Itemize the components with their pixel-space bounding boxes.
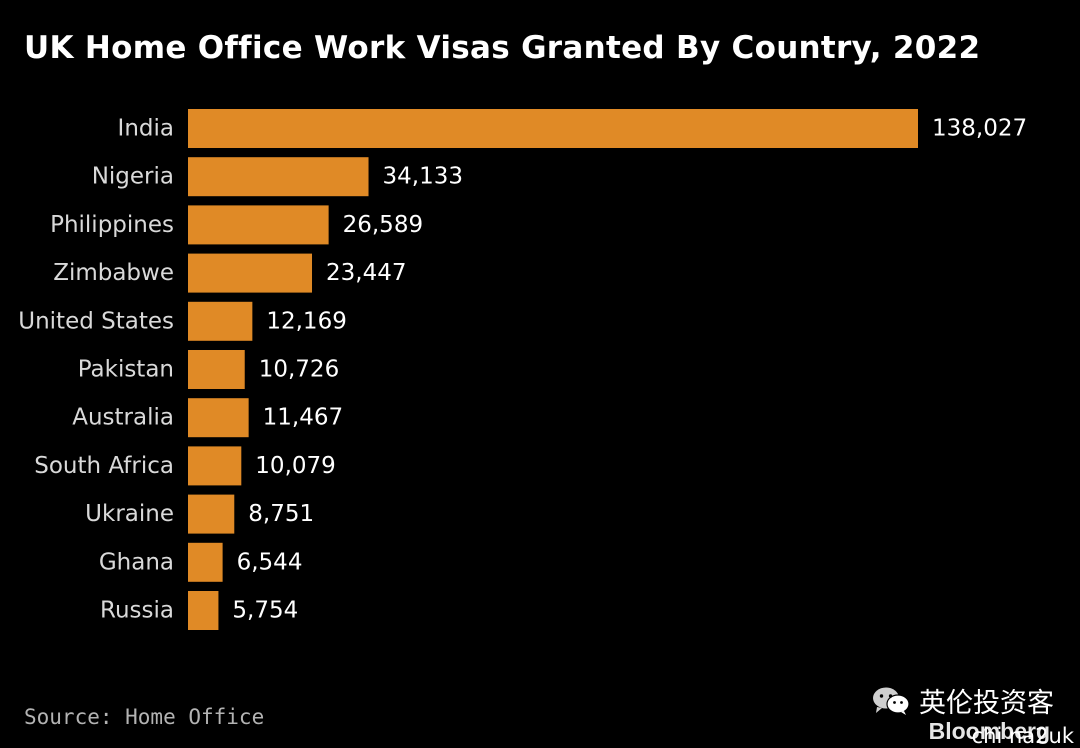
category-label: Ghana <box>99 549 174 575</box>
value-label: 34,133 <box>383 164 463 190</box>
wechat-icon <box>873 687 910 715</box>
bar-ukraine <box>188 494 235 534</box>
category-label: Zimbabwe <box>53 260 174 286</box>
bar-russia <box>188 591 219 630</box>
value-label: 12,169 <box>266 308 346 334</box>
source-note: Source: Home Office <box>24 705 265 729</box>
bar-ghana <box>188 542 223 582</box>
bars-group <box>188 109 918 630</box>
category-label: Russia <box>100 598 174 624</box>
watermark-account-id: chi na2uk <box>971 724 1074 748</box>
value-label: 26,589 <box>343 212 423 238</box>
value-label: 5,754 <box>232 598 298 624</box>
category-label: Pakistan <box>78 357 174 383</box>
value-labels: 138,027 34,133 26,589 23,447 12,169 10,726 11,… <box>232 116 1027 624</box>
watermark: 英伦投资客 Bloomberg <box>871 681 1054 745</box>
bar-india <box>188 109 918 148</box>
bar-south-africa <box>188 446 242 486</box>
category-label: Nigeria <box>92 164 174 190</box>
value-label: 11,467 <box>263 405 343 431</box>
value-label: 10,726 <box>259 357 339 383</box>
bar-nigeria <box>188 157 369 197</box>
value-label: 6,544 <box>237 549 303 575</box>
bar-australia <box>188 398 249 438</box>
bar-pakistan <box>188 350 245 389</box>
watermark-account-name: 英伦投资客 <box>919 688 1054 719</box>
value-label: 8,751 <box>248 501 314 527</box>
value-label: 138,027 <box>932 116 1027 142</box>
bar-united-states <box>188 301 253 341</box>
category-label: Ukraine <box>85 501 174 527</box>
category-label: India <box>118 116 174 142</box>
category-label: United States <box>18 308 174 334</box>
bar-zimbabwe <box>188 253 313 293</box>
bar-philippines <box>188 205 329 245</box>
category-label: South Africa <box>34 453 174 479</box>
value-label: 23,447 <box>326 260 406 286</box>
chart-title: UK Home Office Work Visas Granted By Cou… <box>24 30 981 66</box>
category-labels: India Nigeria Philippines Zimbabwe United St… <box>18 116 174 624</box>
category-label: Philippines <box>50 212 174 238</box>
watermark-brand: Bloomberg <box>928 718 1050 744</box>
value-label: 10,079 <box>255 453 335 479</box>
category-label: Australia <box>72 405 174 431</box>
